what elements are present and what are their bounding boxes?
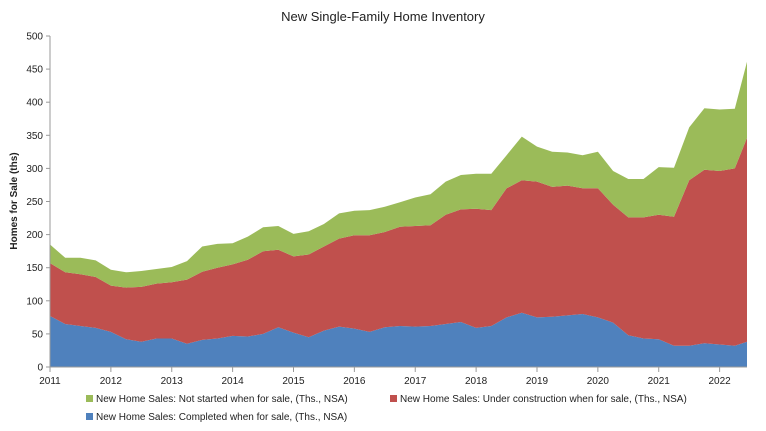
x-tick-label: 2015 — [282, 376, 305, 387]
y-tick-label: 0 — [37, 363, 43, 374]
y-axis-label: Homes for Sale (ths) — [9, 152, 20, 249]
area-series-2 — [50, 137, 747, 346]
x-tick-labels: 2011 2012 2013 2014 2015 2016 2017 2018 2019 2020… — [39, 367, 731, 387]
y-tick-label: 200 — [26, 230, 43, 241]
x-tick-label: 2014 — [221, 376, 244, 387]
y-tick-label: 450 — [26, 65, 43, 76]
y-tick-label: 150 — [26, 263, 43, 274]
legend-entry-label: New Home Sales: Completed when for sale,… — [96, 412, 347, 423]
legend-swatch — [86, 413, 93, 420]
y-tick-labels: 0 50 100 150 200 250 300 350 400 450 500 — [26, 32, 50, 374]
legend-entry-label: New Home Sales: Not started when for sal… — [96, 394, 348, 405]
y-tick-label: 500 — [26, 32, 43, 43]
x-tick-label: 2011 — [39, 376, 61, 387]
y-tick-label: 400 — [26, 98, 43, 109]
x-tick-label: 2013 — [161, 376, 184, 387]
legend-swatch — [390, 395, 397, 402]
y-tick-label: 100 — [26, 296, 43, 307]
x-tick-label: 2020 — [587, 376, 610, 387]
legend: New Home Sales: Not started when for sal… — [86, 394, 687, 423]
x-tick-label: 2019 — [526, 376, 549, 387]
x-tick-label: 2018 — [465, 376, 488, 387]
area-series-3 — [50, 61, 747, 288]
x-tick-label: 2016 — [343, 376, 366, 387]
y-tick-label: 300 — [26, 164, 43, 175]
chart-title: New Single-Family Home Inventory — [281, 9, 485, 24]
x-tick-label: 2012 — [100, 376, 123, 387]
x-tick-label: 2017 — [404, 376, 427, 387]
y-tick-label: 50 — [32, 329, 44, 340]
x-tick-label: 2022 — [708, 376, 731, 387]
legend-swatch — [86, 395, 93, 402]
y-tick-label: 250 — [26, 197, 43, 208]
x-tick-label: 2021 — [648, 376, 671, 387]
legend-entry-label: New Home Sales: Under construction when … — [400, 394, 687, 405]
area-series-1 — [50, 312, 747, 367]
area-layers — [50, 61, 747, 367]
y-tick-label: 350 — [26, 131, 43, 142]
